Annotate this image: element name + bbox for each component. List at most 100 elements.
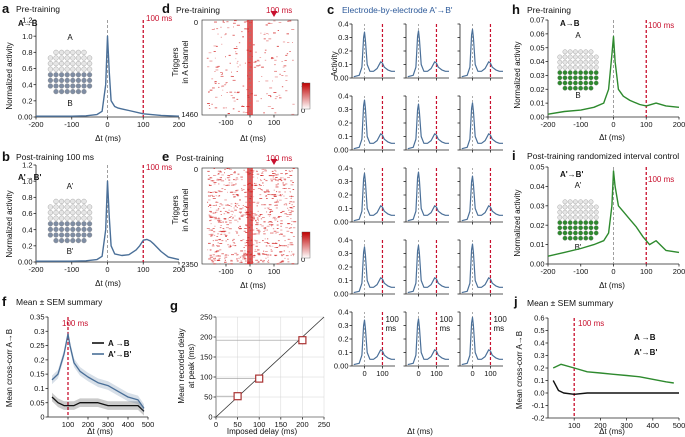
- heatmap-cell: [208, 191, 210, 193]
- electrode: [47, 61, 53, 67]
- y-axis-label: Normalized activity: [513, 41, 522, 108]
- heatmap-cell: [244, 250, 246, 252]
- electrode: [47, 232, 53, 238]
- heatmap-cell: [224, 172, 225, 174]
- heatmap-cell: [215, 83, 217, 84]
- electrode: [583, 85, 589, 91]
- heatmap-cell: [235, 203, 239, 205]
- pair-label: A'→B': [560, 170, 583, 179]
- heatmap-cell: [224, 261, 227, 263]
- heatmap-cell: [274, 98, 277, 100]
- electrode: [64, 83, 70, 89]
- heatmap-cell: [288, 214, 292, 216]
- electrode: [81, 204, 87, 210]
- heatmap-cell: [269, 23, 273, 24]
- electrode: [75, 221, 81, 227]
- heatmap-cell: [278, 22, 282, 23]
- electrode: [557, 80, 563, 86]
- heatmap-cell: [277, 216, 281, 217]
- electrode: [53, 66, 59, 72]
- y-tick-label: 100: [200, 373, 213, 382]
- heatmap-cell: [261, 172, 264, 174]
- y-tick-label: 0.03: [530, 201, 545, 210]
- electrode: [578, 235, 583, 241]
- scale-min: 0: [301, 255, 305, 264]
- heatmap-cell: [213, 168, 215, 169]
- heatmap-cell: [227, 27, 230, 29]
- x-tick-label: -100: [573, 267, 588, 276]
- heatmap-cell: [260, 180, 263, 182]
- heatmap-cell: [241, 188, 243, 190]
- electrode-array: [557, 49, 599, 91]
- heatmap-cell: [233, 172, 236, 174]
- heatmap-cell: [288, 251, 290, 253]
- electrode: [64, 204, 70, 210]
- heatmap-cell: [214, 257, 216, 259]
- heatmap-cell: [250, 66, 252, 68]
- electrode: [59, 72, 65, 78]
- sem-band: [52, 329, 144, 413]
- electrode: [59, 66, 65, 72]
- heatmap-cell: [281, 210, 285, 212]
- heatmap-cell: [217, 208, 220, 210]
- heatmap-cell: [208, 195, 211, 197]
- heatmap-cell: [245, 209, 247, 211]
- heatmap-cell: [259, 216, 261, 217]
- heatmap-cell: [273, 194, 276, 196]
- heatmap-cell: [288, 170, 290, 172]
- heatmap-cell: [246, 214, 249, 216]
- heatmap-cell: [264, 49, 267, 51]
- heatmap-cell: [212, 198, 216, 199]
- y-axis-label: Activity: [330, 51, 339, 76]
- heatmap-cell: [287, 261, 290, 263]
- electrode: [588, 54, 594, 60]
- heatmap-cell: [251, 56, 253, 57]
- electrode: [567, 230, 573, 236]
- heatmap-cell: [209, 249, 211, 251]
- heatmap-cell: [211, 29, 215, 30]
- electrode: [75, 49, 81, 55]
- heatmap-cell: [285, 173, 288, 174]
- heatmap-cell: [283, 185, 285, 186]
- heatmap-cell: [236, 207, 238, 208]
- heatmap-cell: [247, 214, 251, 216]
- heatmap-cell: [275, 174, 278, 176]
- electrode: [557, 220, 563, 225]
- heatmap-cell: [233, 22, 236, 24]
- heatmap-cell: [238, 234, 240, 236]
- heatmap-cell: [279, 251, 282, 253]
- x-tick-label: 300: [102, 420, 115, 429]
- heatmap-cell: [282, 177, 284, 179]
- heatmap-cell: [250, 245, 253, 247]
- heatmap-cell: [288, 202, 291, 204]
- heatmap-cell: [215, 69, 219, 71]
- y-tick-label: 0.2: [338, 263, 348, 272]
- heatmap-cell: [209, 256, 213, 258]
- heatmap-cell: [230, 184, 234, 186]
- heatmap-cell: [275, 178, 276, 180]
- heatmap-cell: [291, 220, 293, 222]
- heatmap-cell: [252, 201, 256, 203]
- heatmap-cell: [235, 254, 239, 256]
- electrode: [70, 55, 76, 61]
- heatmap-cell: [260, 179, 262, 181]
- heatmap-cell: [224, 234, 228, 236]
- heatmap-cell: [210, 259, 214, 261]
- y-tick-label: 0.6: [534, 314, 544, 323]
- heatmap-cell: [275, 201, 279, 203]
- heatmap-cell: [225, 211, 228, 212]
- heatmap-cell: [264, 238, 266, 240]
- heatmap-cell: [260, 214, 261, 216]
- electrode: [583, 65, 589, 70]
- heatmap-cell: [256, 202, 259, 204]
- heatmap-cell: [282, 245, 285, 247]
- heatmap-cell: [277, 183, 279, 185]
- heatmap-cell: [290, 218, 292, 220]
- y-tick-label: 0.1: [34, 384, 44, 393]
- heatmap-cell: [244, 242, 247, 244]
- heatmap-cell: [275, 186, 279, 188]
- heatmap-cell: [269, 87, 273, 89]
- heatmap-cell: [256, 261, 260, 263]
- series-line: [461, 175, 503, 222]
- heatmap-cell: [246, 251, 249, 253]
